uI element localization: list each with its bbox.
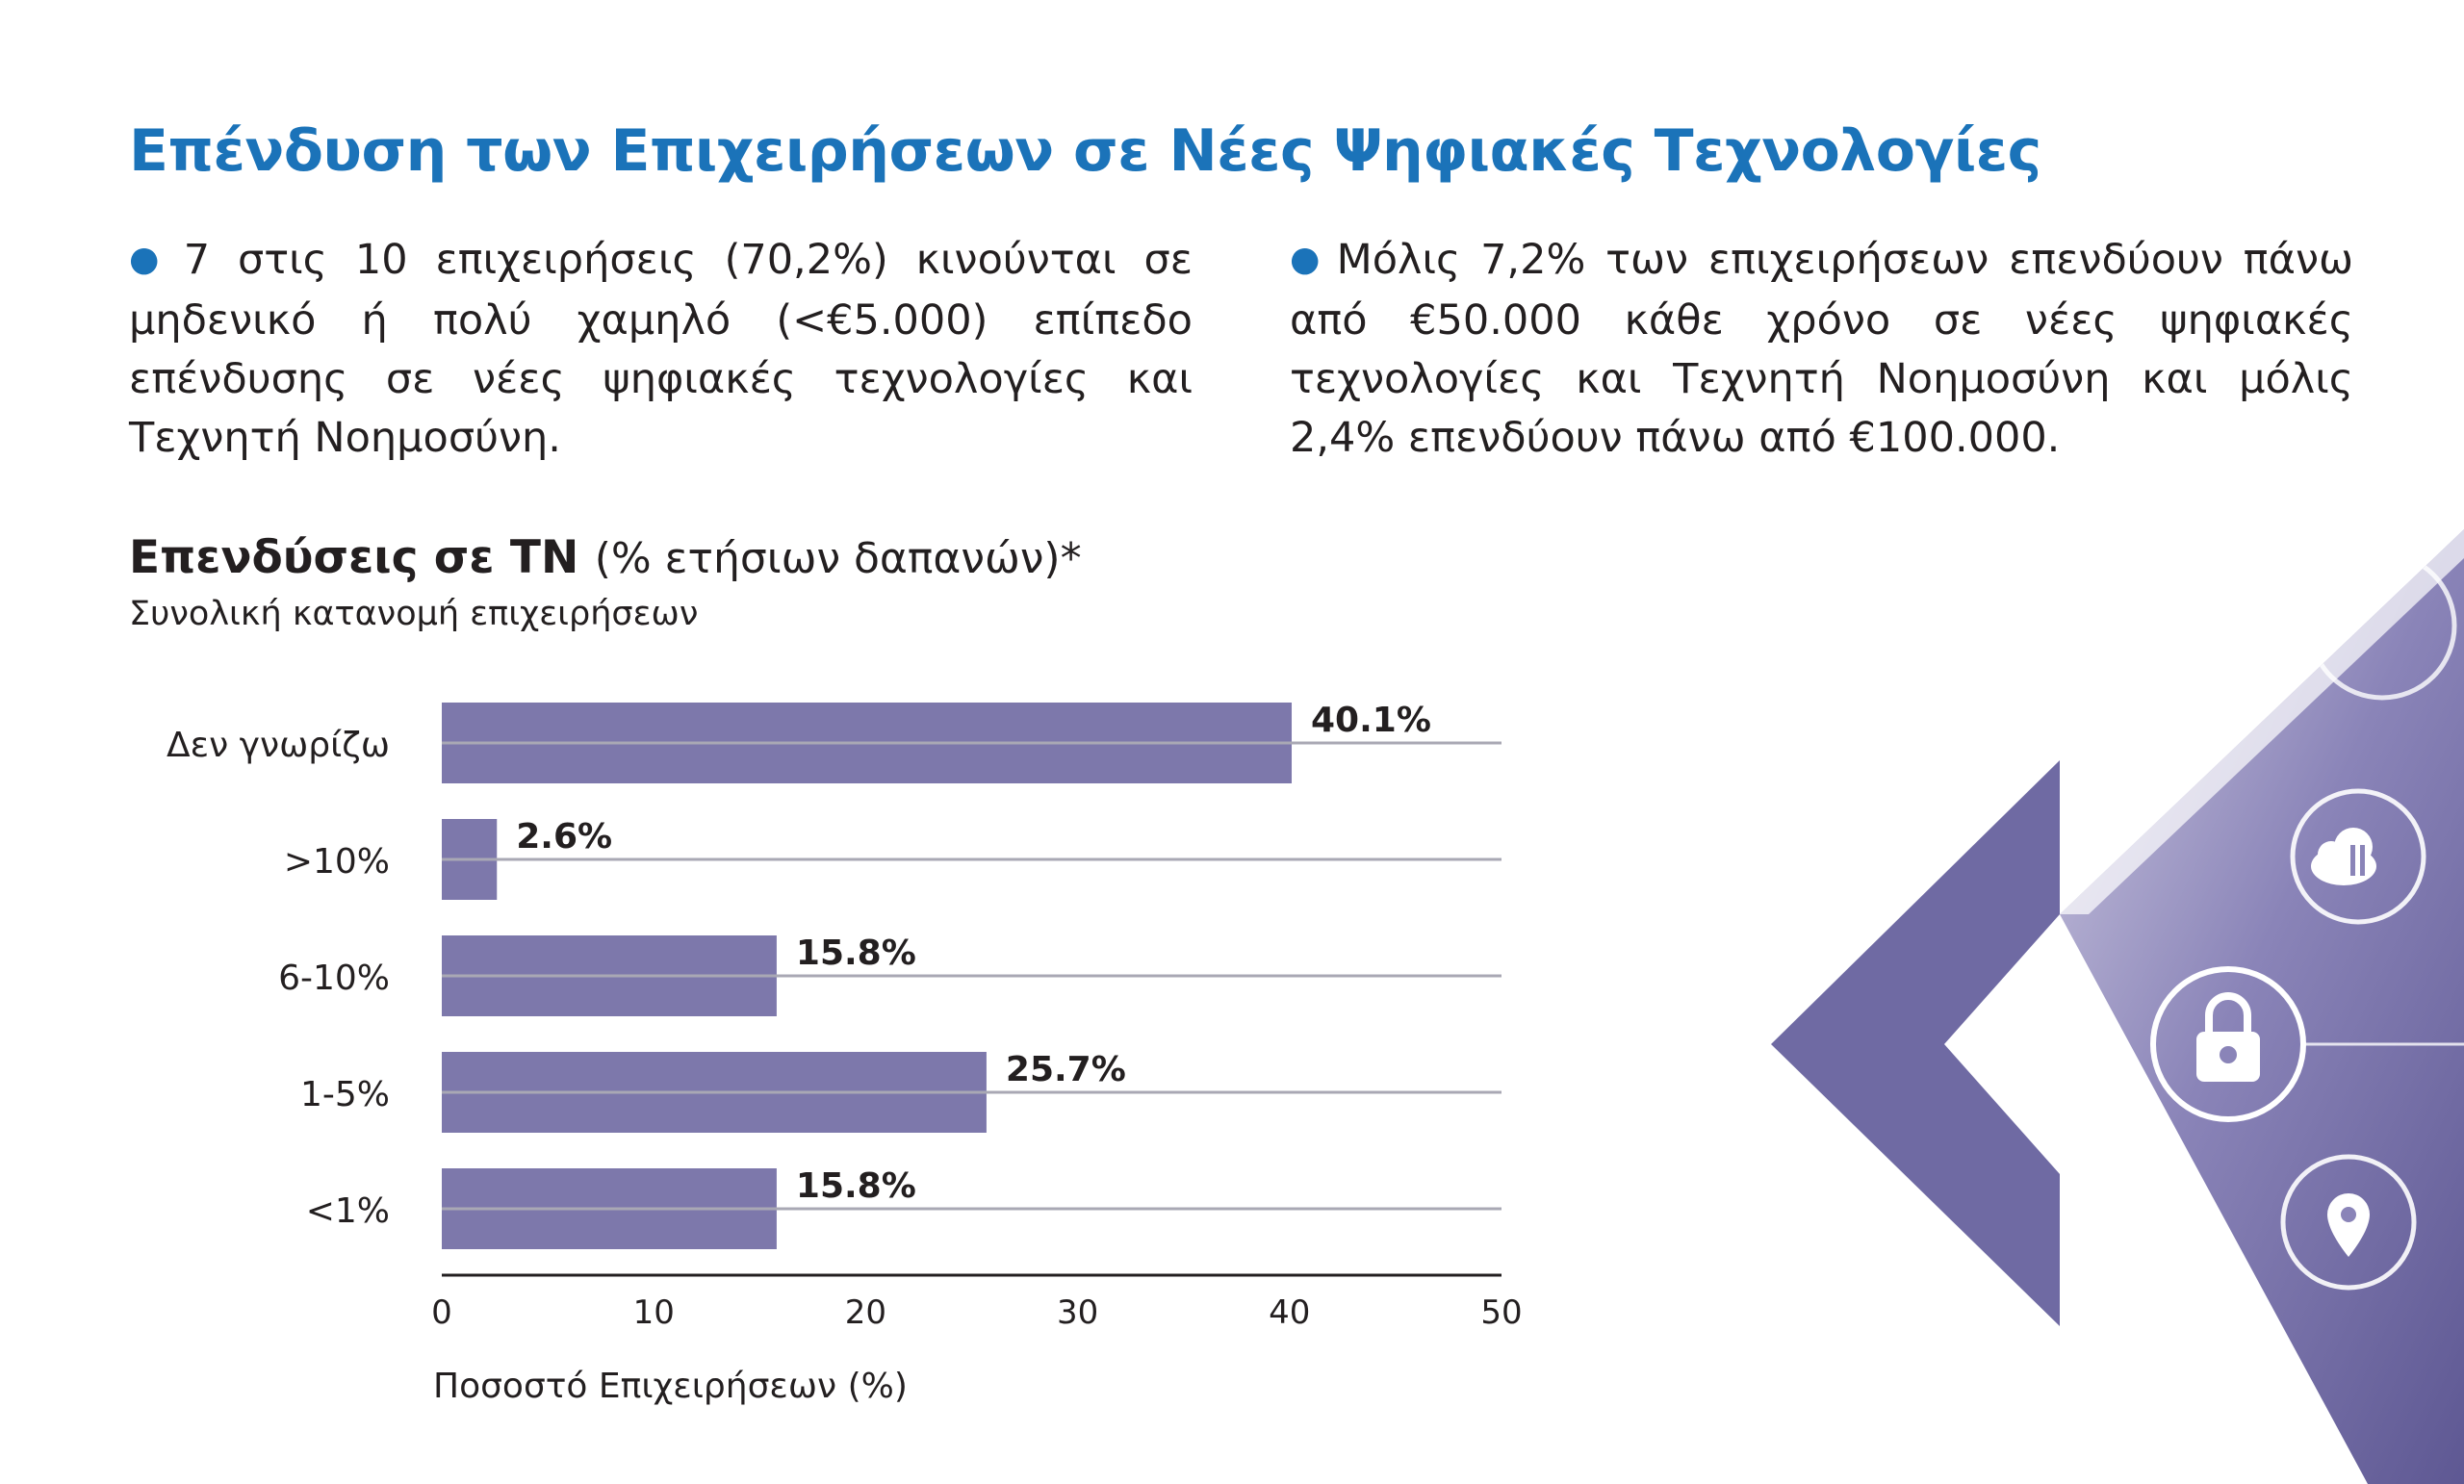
bar-chart: Δεν γνωρίζω 40.1% >10% 2.6% 6-10% 15.8% 1-5% 25… xyxy=(167,701,1523,1406)
chevron-shape xyxy=(1771,760,2060,1326)
x-tick-label: 30 xyxy=(1057,1293,1098,1332)
category-label: 1-5% xyxy=(300,1075,390,1114)
category-label: <1% xyxy=(306,1191,390,1231)
value-label: 15.8% xyxy=(796,1166,916,1206)
location-pin-icon xyxy=(2327,1193,2370,1257)
stat-paragraph-1: ● 7 στις 10 επιχειρήσεις (70,2%) κινούντα… xyxy=(129,231,1193,468)
decorative-tech-graphic xyxy=(1771,529,2464,1484)
chart-title: Επενδύσεις σε ΤΝ (% ετήσιων δαπανών)* xyxy=(129,531,1082,584)
bullet-icon: ● xyxy=(1290,240,1327,279)
category-label: 6-10% xyxy=(278,959,390,998)
x-tick-label: 10 xyxy=(633,1293,675,1332)
bullet-icon: ● xyxy=(129,240,174,279)
stat-paragraph-1-text: 7 στις 10 επιχειρήσεις (70,2%) κινούνται… xyxy=(129,236,1193,462)
stat-paragraph-2-text: Μόλις 7,2% των επιχειρήσεων επενδύουν πά… xyxy=(1290,236,2354,462)
stat-paragraph-2: ● Μόλις 7,2% των επιχειρήσεων επενδύουν π… xyxy=(1290,231,2353,468)
x-tick-label: 0 xyxy=(431,1293,452,1332)
value-label: 25.7% xyxy=(1006,1050,1126,1089)
value-label: 15.8% xyxy=(796,934,916,973)
chart-title-suffix: (% ετήσιων δαπανών)* xyxy=(594,534,1082,583)
x-tick-label: 50 xyxy=(1480,1293,1522,1332)
value-label: 40.1% xyxy=(1311,701,1431,740)
x-tick-label: 40 xyxy=(1269,1293,1310,1332)
cloud-transfer-icon xyxy=(2311,828,2376,885)
page-title: Επένδυση των Επιχειρήσεων σε Νέες Ψηφιακ… xyxy=(129,117,2041,185)
category-label: >10% xyxy=(284,842,390,882)
x-axis-title: Ποσοστό Επιχειρήσεων (%) xyxy=(433,1367,908,1406)
chart-subtitle: Συνολική κατανομή επιχειρήσεων xyxy=(129,595,699,633)
chart-title-main: Επενδύσεις σε ΤΝ xyxy=(129,531,579,584)
x-tick-label: 20 xyxy=(845,1293,886,1332)
value-label: 2.6% xyxy=(516,817,612,857)
category-label: Δεν γνωρίζω xyxy=(167,726,390,765)
padlock-icon xyxy=(2196,992,2260,1082)
